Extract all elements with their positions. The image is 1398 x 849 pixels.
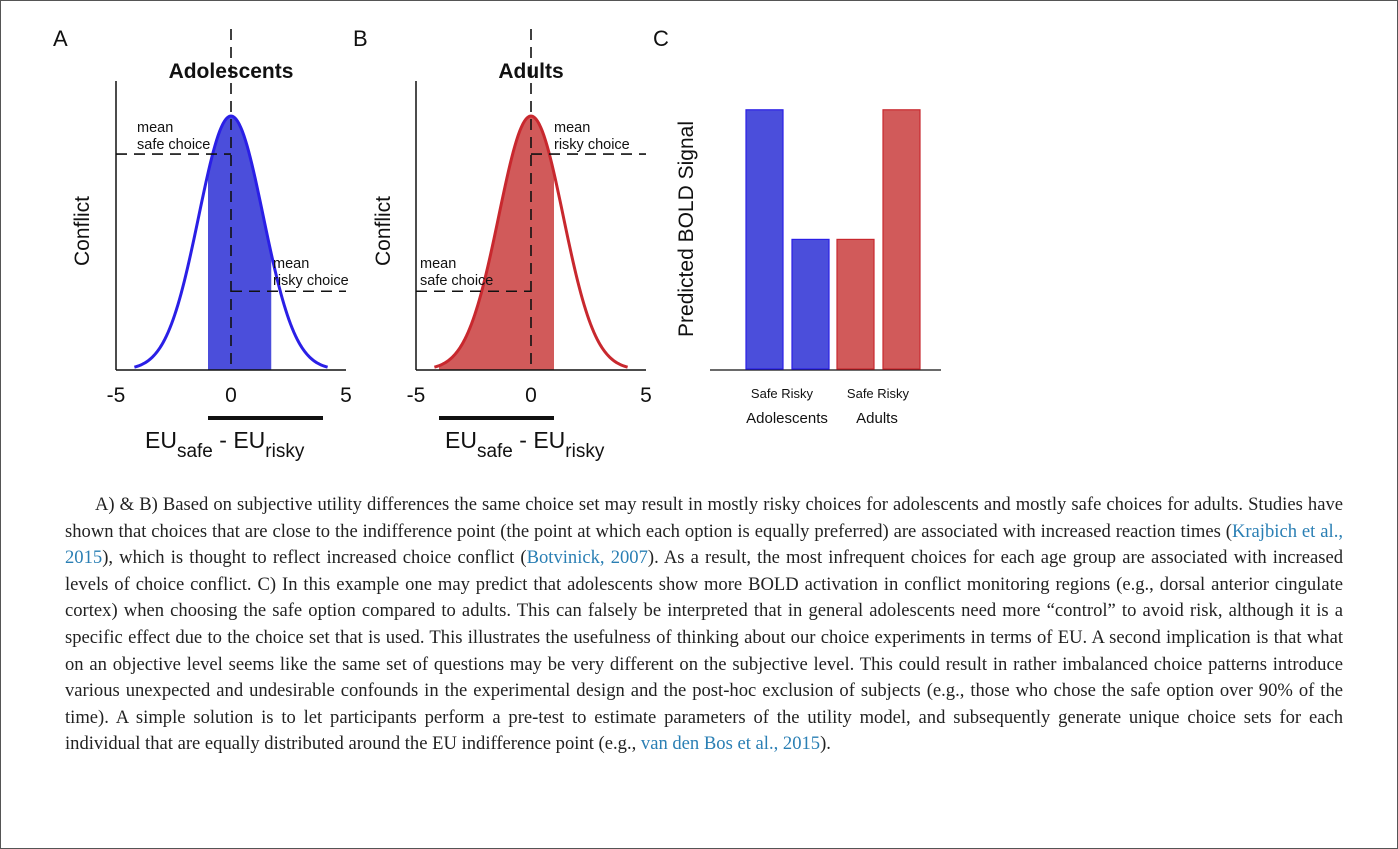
panel-a-gaussian-curve — [133, 114, 329, 369]
panel-c-group-ticks-adolescents: Safe Risky — [751, 386, 814, 401]
citation-link[interactable]: Botvinick, 2007 — [526, 547, 648, 569]
panel-letter-a: A — [53, 26, 68, 51]
panel-b-xtick-right: 5 — [640, 384, 652, 407]
panel-c: C Predicted BOLD Signal Safe Risky Safe … — [653, 26, 941, 427]
panel-c-ylabel: Predicted BOLD Signal — [675, 121, 698, 337]
caption-text: ). As a result, the most infrequent choi… — [65, 547, 1343, 755]
panel-a-risky-label-2: risky choice — [273, 273, 349, 289]
panel-a-shaded-area — [208, 116, 272, 370]
panel-b-xtick-left: -5 — [407, 384, 426, 407]
panel-b-xtick-center: 0 — [525, 384, 537, 407]
panel-b-risky-label-2: risky choice — [554, 137, 630, 153]
panel-c-group-label-adolescents: Adolescents — [746, 410, 828, 427]
panel-a-safe-label-2: safe choice — [137, 137, 210, 153]
caption-text: A) & B) Based on subjective utility diff… — [65, 494, 1343, 542]
panel-a-risky-label-1: mean — [273, 256, 309, 272]
caption-paragraph: A) & B) Based on subjective utility diff… — [65, 492, 1343, 758]
panel-b-ylabel: Conflict — [372, 196, 395, 266]
panel-a-xlabel: EUsafe - EUrisky — [145, 427, 305, 462]
panel-a-xtick-right: 5 — [340, 384, 352, 407]
bar-adolescents-safe — [745, 109, 784, 370]
citation-link[interactable]: van den Bos et al., 2015 — [640, 733, 821, 755]
panel-a-xtick-center: 0 — [225, 384, 237, 407]
bar-adolescents-risky — [791, 238, 830, 370]
bar-adults-safe — [836, 238, 875, 370]
panel-a: A Adolescents Conflict mean safe choice … — [53, 26, 352, 462]
panel-a-safe-label-1: mean — [137, 120, 173, 136]
bar-adults-risky — [882, 109, 921, 370]
panel-c-group-ticks-adults: Safe Risky — [847, 386, 910, 401]
figure-svg: A Adolescents Conflict mean safe choice … — [53, 26, 941, 462]
panel-a-ylabel: Conflict — [71, 196, 94, 266]
panel-b-xlabel: EUsafe - EUrisky — [445, 427, 605, 462]
panel-b-safe-label-1: mean — [420, 256, 456, 272]
panel-a-xtick-left: -5 — [107, 384, 126, 407]
panel-letter-c: C — [653, 26, 669, 51]
figure-caption: A) & B) Based on subjective utility diff… — [65, 492, 1343, 758]
caption-text: ), which is thought to reflect increased… — [102, 547, 527, 569]
citation-link[interactable]: Krajbich et al., 2015 — [65, 520, 1343, 569]
caption-text: ). — [820, 733, 831, 755]
panel-b: B Adults Conflict mean safe choice mean … — [353, 26, 652, 462]
panel-b-safe-label-2: safe choice — [420, 273, 493, 289]
panel-letter-b: B — [353, 26, 368, 51]
panel-c-group-label-adults: Adults — [856, 410, 898, 427]
panel-b-shaded-area — [439, 116, 554, 370]
panel-b-risky-label-1: mean — [554, 120, 590, 136]
panel-b-gaussian-curve — [433, 114, 629, 369]
